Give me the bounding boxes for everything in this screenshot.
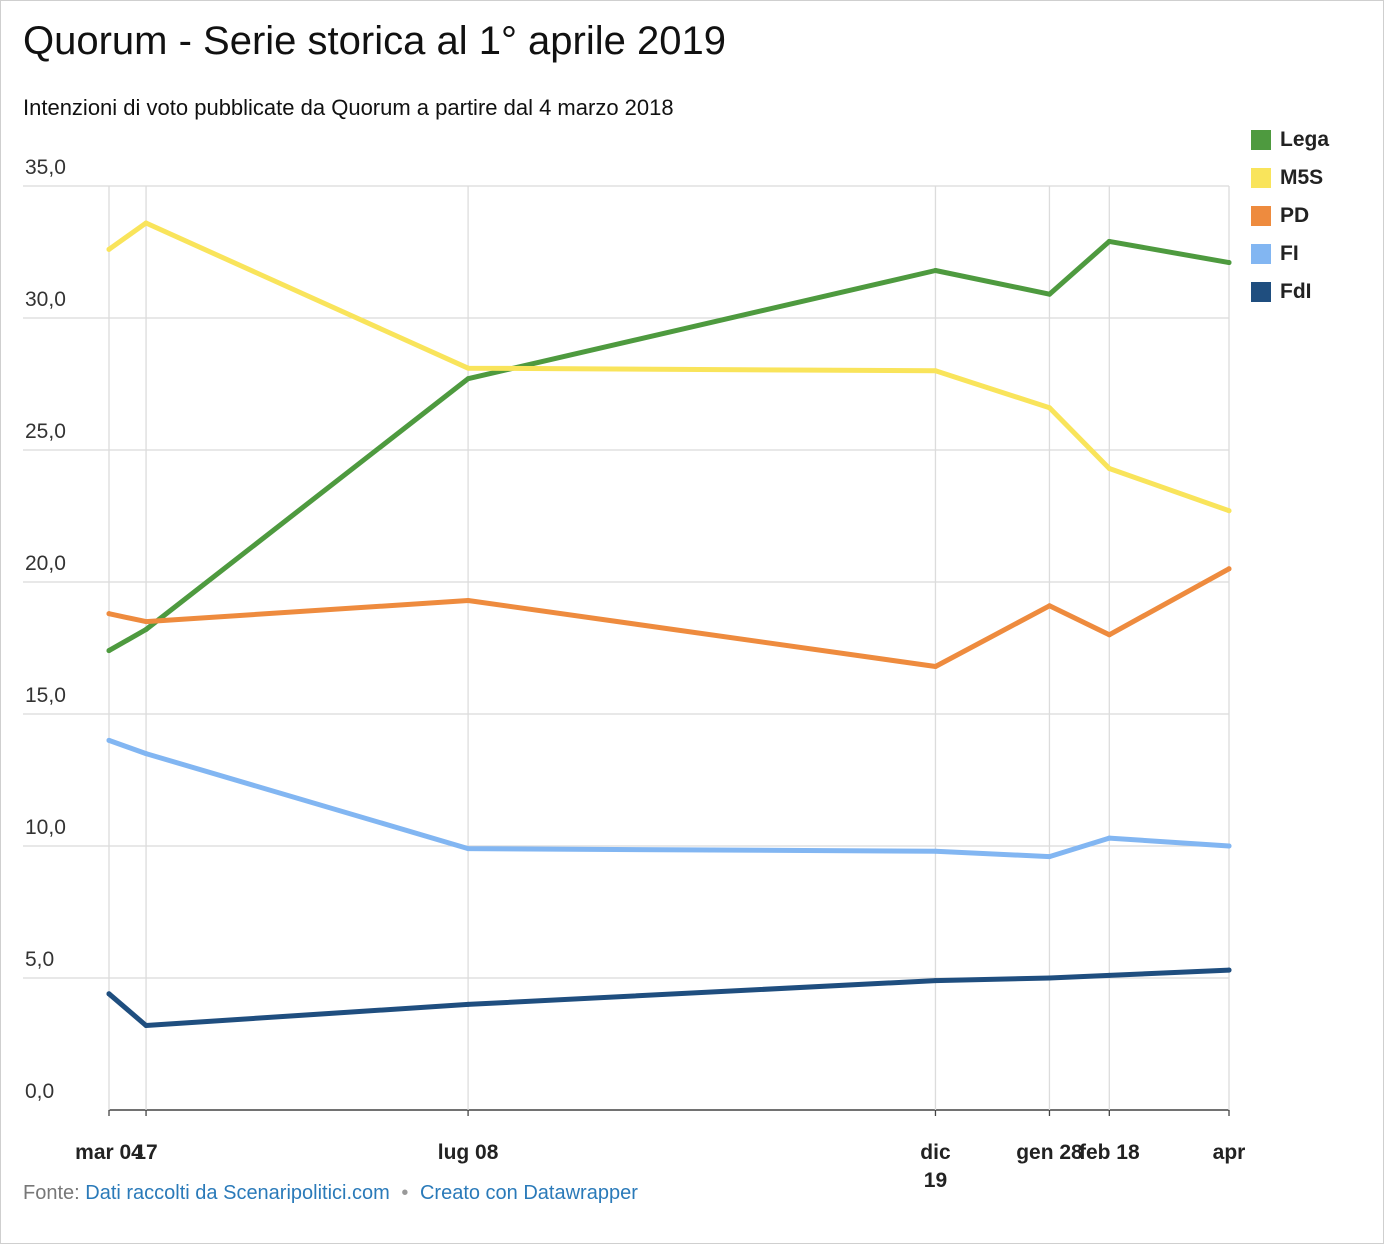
data-point-pd xyxy=(1106,632,1112,638)
data-point-fdi xyxy=(932,978,938,984)
data-point-lega xyxy=(1046,291,1052,297)
y-tick-label: 10,0 xyxy=(25,816,66,839)
legend-swatch xyxy=(1251,130,1271,150)
legend-swatch xyxy=(1251,168,1271,188)
legend-item-lega: Lega xyxy=(1251,127,1329,153)
data-point-lega xyxy=(106,648,112,654)
x-tick-label: apr xyxy=(1213,1141,1246,1164)
data-point-m5s xyxy=(1046,405,1052,411)
data-point-lega xyxy=(465,376,471,382)
data-point-m5s xyxy=(143,220,149,226)
legend-label: PD xyxy=(1280,204,1310,227)
series-line-m5s xyxy=(106,220,1232,514)
data-point-fi xyxy=(143,751,149,757)
x-tick-label: feb 18 xyxy=(1079,1141,1140,1164)
series-lines xyxy=(106,220,1232,1029)
legend-item-pd: PD xyxy=(1251,203,1309,229)
data-point-m5s xyxy=(932,368,938,374)
y-axis: 0,0 5,0 10,0 15,0 20,0 25,0 30,0 35,0 xyxy=(25,156,66,1103)
source-link[interactable]: Dati raccolti da Scenaripolitici.com xyxy=(85,1182,390,1204)
x-tick-label: 17 xyxy=(134,1141,157,1164)
data-point-fdi xyxy=(1046,975,1052,981)
data-point-fi xyxy=(1226,843,1232,849)
data-point-lega xyxy=(1106,238,1112,244)
data-point-m5s xyxy=(465,365,471,371)
legend-swatch xyxy=(1251,282,1271,302)
legend-label: Lega xyxy=(1280,128,1330,151)
x-grid-lines xyxy=(108,186,1230,1116)
data-point-fdi xyxy=(143,1023,149,1029)
legend-item-fdi: FdI xyxy=(1251,279,1312,305)
legend-item-fi: FI xyxy=(1251,241,1299,267)
series-line-lega xyxy=(106,238,1232,654)
data-point-fdi xyxy=(106,991,112,997)
legend-item-m5s: M5S xyxy=(1251,165,1323,191)
legend-label: M5S xyxy=(1280,166,1324,189)
y-tick-label: 30,0 xyxy=(25,288,66,311)
data-point-fdi xyxy=(465,1001,471,1007)
data-point-fi xyxy=(1106,835,1112,841)
data-point-fi xyxy=(465,846,471,852)
data-point-pd xyxy=(932,663,938,669)
data-point-lega xyxy=(1226,260,1232,266)
y-tick-label: 0,0 xyxy=(25,1080,54,1103)
x-tick-label: gen 28 xyxy=(1016,1141,1083,1164)
data-point-fdi xyxy=(1226,967,1232,973)
data-point-fi xyxy=(106,737,112,743)
x-tick-label: mar 04 xyxy=(75,1141,143,1164)
data-point-pd xyxy=(106,611,112,617)
data-point-pd xyxy=(1046,603,1052,609)
y-tick-label: 20,0 xyxy=(25,552,66,575)
grid-lines xyxy=(23,185,1229,1111)
data-point-fdi xyxy=(1106,972,1112,978)
x-tick-label: lug 08 xyxy=(438,1141,499,1164)
footer-separator: • xyxy=(401,1182,409,1204)
chart-title: Quorum - Serie storica al 1° aprile 2019 xyxy=(23,19,726,63)
y-tick-label: 5,0 xyxy=(25,948,54,971)
chart-subtitle: Intenzioni di voto pubblicate da Quorum … xyxy=(23,95,674,120)
data-point-m5s xyxy=(1226,508,1232,514)
data-point-m5s xyxy=(1106,465,1112,471)
legend-swatch xyxy=(1251,244,1271,264)
data-point-m5s xyxy=(106,246,112,252)
y-tick-label: 15,0 xyxy=(25,684,66,707)
y-tick-label: 25,0 xyxy=(25,420,66,443)
legend-swatch xyxy=(1251,206,1271,226)
legend-label: FdI xyxy=(1280,280,1312,303)
data-point-pd xyxy=(143,619,149,625)
footer: Fonte: Dati raccolti da Scenaripolitici.… xyxy=(23,1182,638,1205)
data-point-pd xyxy=(1226,566,1232,572)
data-point-fi xyxy=(932,848,938,854)
footer-prefix: Fonte: xyxy=(23,1182,80,1204)
data-point-lega xyxy=(143,627,149,633)
y-tick-label: 35,0 xyxy=(25,156,66,179)
legend-label: FI xyxy=(1280,242,1299,265)
data-point-fi xyxy=(1046,854,1052,860)
series-line-fi xyxy=(106,737,1232,860)
datawrapper-link[interactable]: Creato con Datawrapper xyxy=(419,1182,638,1204)
x-tick-label: dic 19 xyxy=(920,1141,951,1192)
data-point-lega xyxy=(932,267,938,273)
data-point-pd xyxy=(465,597,471,603)
series-line-pd xyxy=(106,566,1232,669)
